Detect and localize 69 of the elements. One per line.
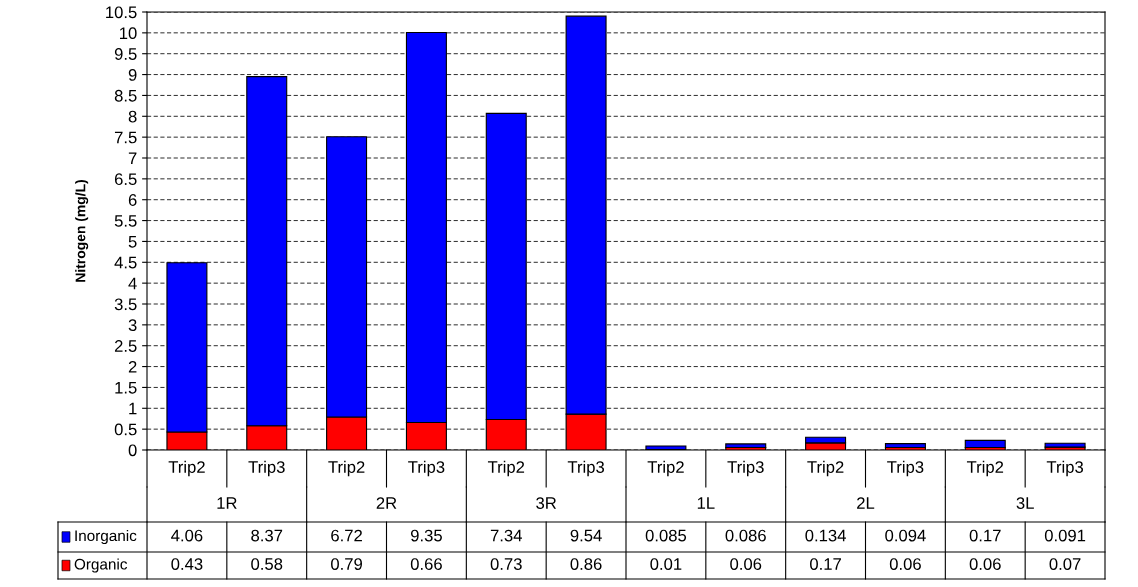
- text: 2L: [857, 497, 875, 509]
- text: 3L: [1016, 497, 1034, 509]
- data-label: 0.06: [730, 558, 762, 570]
- text: 2R: [376, 497, 397, 509]
- x-tick-label: Trip2: [647, 460, 684, 477]
- data-label: 0.01: [650, 558, 682, 570]
- y-tick-label: 5: [128, 236, 137, 248]
- y-tick-label: 6: [128, 194, 137, 206]
- data-label: 0.17: [969, 529, 1001, 542]
- legend-label: Organic: [74, 558, 128, 573]
- x-tick-label: Trip2: [807, 460, 844, 477]
- data-label: 0.06: [889, 558, 921, 570]
- data-label: 0.091: [1044, 529, 1086, 542]
- data-label: 0.86: [570, 558, 602, 570]
- text: 3R: [536, 497, 557, 509]
- x-tick-label: Trip2: [966, 460, 1004, 477]
- y-tick-label: 0.5: [114, 423, 137, 436]
- data-label: 0.17: [810, 558, 841, 570]
- y-tick-label: 8: [128, 110, 137, 123]
- y-tick-label: 2.5: [114, 340, 137, 352]
- y-tick-label: 0: [128, 444, 137, 457]
- x-tick-label: Trip3: [887, 460, 924, 477]
- data-label: 0.73: [490, 558, 522, 570]
- y-tick-label: 3.5: [114, 298, 137, 311]
- data-label: 8.37: [251, 529, 283, 542]
- data-label: 0.06: [969, 558, 1001, 570]
- data-label: 0.086: [725, 529, 766, 542]
- y-tick-label: 1: [129, 402, 137, 415]
- x-tick-label: Trip3: [727, 460, 764, 477]
- data-label: 4.06: [171, 529, 203, 542]
- x-tick-label: Trip2: [168, 460, 205, 477]
- bar: [1044, 442, 1086, 448]
- y-tick-label: 7.5: [114, 131, 137, 144]
- y-tick-label: 1.5: [115, 382, 137, 394]
- y-axis-title: Nitrogen (mg/L): [75, 180, 89, 282]
- y-tick-label: 3: [128, 319, 137, 332]
- data-label: 0.43: [171, 558, 203, 570]
- data-label: 9.35: [410, 529, 442, 542]
- y-tick-label: 9.5: [114, 48, 137, 60]
- data-label: 0.134: [805, 529, 846, 542]
- y-tick-label: 9: [128, 68, 137, 81]
- data-label: 0.58: [251, 558, 283, 570]
- y-tick-label: 5.5: [114, 215, 137, 227]
- x-tick-label: Trip3: [248, 460, 285, 477]
- x-tick-label: Trip3: [567, 460, 605, 477]
- x-tick-label: Trip3: [408, 460, 445, 477]
- data-label: 9.54: [570, 529, 602, 542]
- text: 1L: [697, 497, 715, 509]
- text: 1R: [217, 497, 237, 509]
- data-label: 0.094: [885, 529, 926, 542]
- x-tick-label: Trip3: [1046, 460, 1084, 477]
- y-tick-label: 10: [120, 27, 137, 40]
- legend-label: Inorganic: [75, 529, 137, 545]
- data-label: 0.07: [1049, 558, 1081, 570]
- x-tick-label: Trip2: [487, 460, 525, 477]
- bar: [964, 439, 1006, 449]
- data-label: 0.79: [331, 558, 363, 570]
- y-tick-label: 4.5: [114, 256, 137, 269]
- data-label: 0.66: [410, 558, 442, 570]
- y-tick-label: 4: [128, 277, 137, 290]
- data-label: 6.72: [331, 529, 362, 542]
- y-tick-label: 8.5: [114, 89, 137, 102]
- y-tick-label: 6.5: [114, 173, 137, 186]
- x-tick-label: Trip2: [328, 460, 365, 477]
- y-tick-label: 2: [128, 360, 137, 373]
- y-tick-label: 7: [128, 152, 137, 165]
- data-label: 0.085: [645, 529, 687, 542]
- y-tick-label: 10.5: [106, 6, 137, 19]
- data-label: 7.34: [490, 529, 522, 542]
